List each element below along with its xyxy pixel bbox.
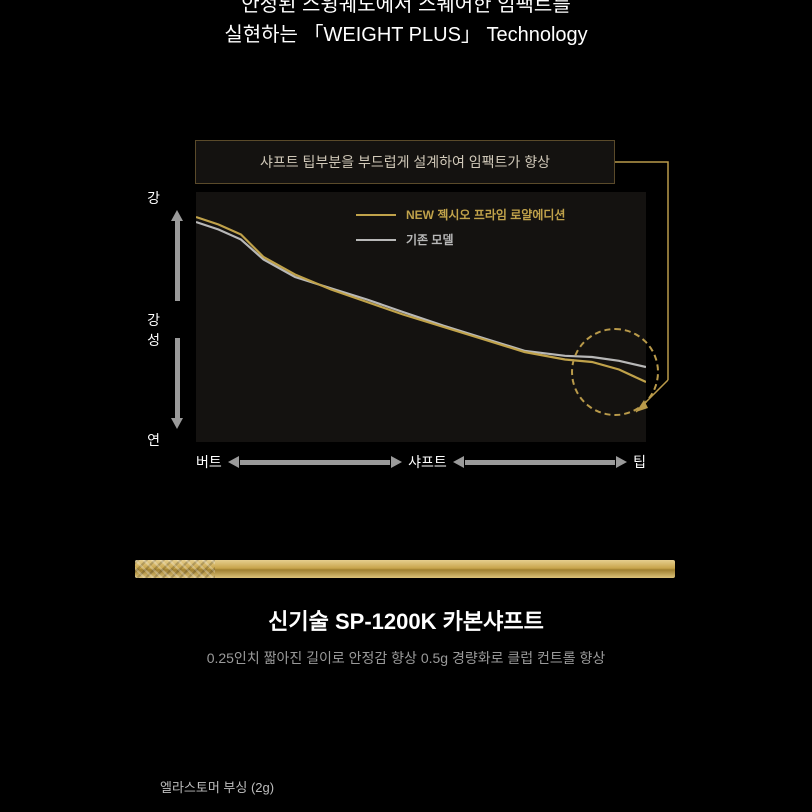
x-axis-bar [240, 460, 390, 465]
legend-row-old: 기존 모델 [356, 231, 565, 248]
chart-wrap: 강 강성 연 NEW 젝시오 프라임 로얄에디션 기존 모델 버트 [140, 192, 660, 472]
x-arrow-left-icon [453, 456, 464, 468]
shaft-texture [135, 560, 215, 578]
header-line1: 안정된 스윙궤도에서 스퀘어한 임팩트를 [0, 0, 812, 20]
plot-area: NEW 젝시오 프라임 로얄에디션 기존 모델 [196, 192, 646, 442]
y-label-mid: 강성 [136, 310, 160, 350]
x-label-left: 버트 [196, 452, 222, 472]
y-axis-bar [175, 338, 180, 418]
x-arrow-left-icon [228, 456, 239, 468]
legend-row-new: NEW 젝시오 프라임 로얄에디션 [356, 206, 565, 223]
shaft-image [135, 560, 675, 578]
x-arrow-left-wrap [228, 456, 402, 468]
legend-label-new: NEW 젝시오 프라임 로얄에디션 [406, 206, 565, 223]
x-axis-bar [465, 460, 615, 465]
shaft-title: 신기술 SP-1200K 카본샤프트 [0, 604, 812, 636]
y-arrow-up-icon [171, 210, 183, 221]
shaft-desc: 0.25인치 짧아진 길이로 안정감 향상 0.5g 경량화로 클럽 컨트롤 향… [0, 648, 812, 668]
x-axis: 버트 샤프트 팁 [196, 452, 646, 472]
legend-label-old: 기존 모델 [406, 231, 454, 248]
y-axis-bar [175, 221, 180, 301]
y-label-bot: 연 [136, 430, 160, 450]
x-arrow-right-wrap [453, 456, 627, 468]
header-line2: 실현하는 「WEIGHT PLUS」 Technology [0, 20, 812, 50]
highlight-circle [571, 328, 659, 416]
x-arrow-right-icon [391, 456, 402, 468]
y-arrow-down-icon [171, 418, 183, 429]
legend-swatch-old [356, 239, 396, 241]
x-arrow-right-icon [616, 456, 627, 468]
y-label-top: 강 [136, 188, 160, 208]
chart-section: 샤프트 팁부분을 부드럽게 설계하여 임팩트가 향상 강 강성 연 NEW 젝시… [0, 140, 812, 472]
legend: NEW 젝시오 프라임 로얄에디션 기존 모델 [356, 206, 565, 256]
header: 안정된 스윙궤도에서 스퀘어한 임팩트를 실현하는 「WEIGHT PLUS」 … [0, 0, 812, 50]
chart-title-box: 샤프트 팁부분을 부드럽게 설계하여 임팩트가 향상 [195, 140, 615, 184]
legend-swatch-new [356, 214, 396, 216]
x-label-right: 팁 [633, 452, 646, 472]
footer-label: 엘라스토머 부싱 (2g) [160, 777, 274, 796]
x-label-mid: 샤프트 [408, 452, 447, 472]
